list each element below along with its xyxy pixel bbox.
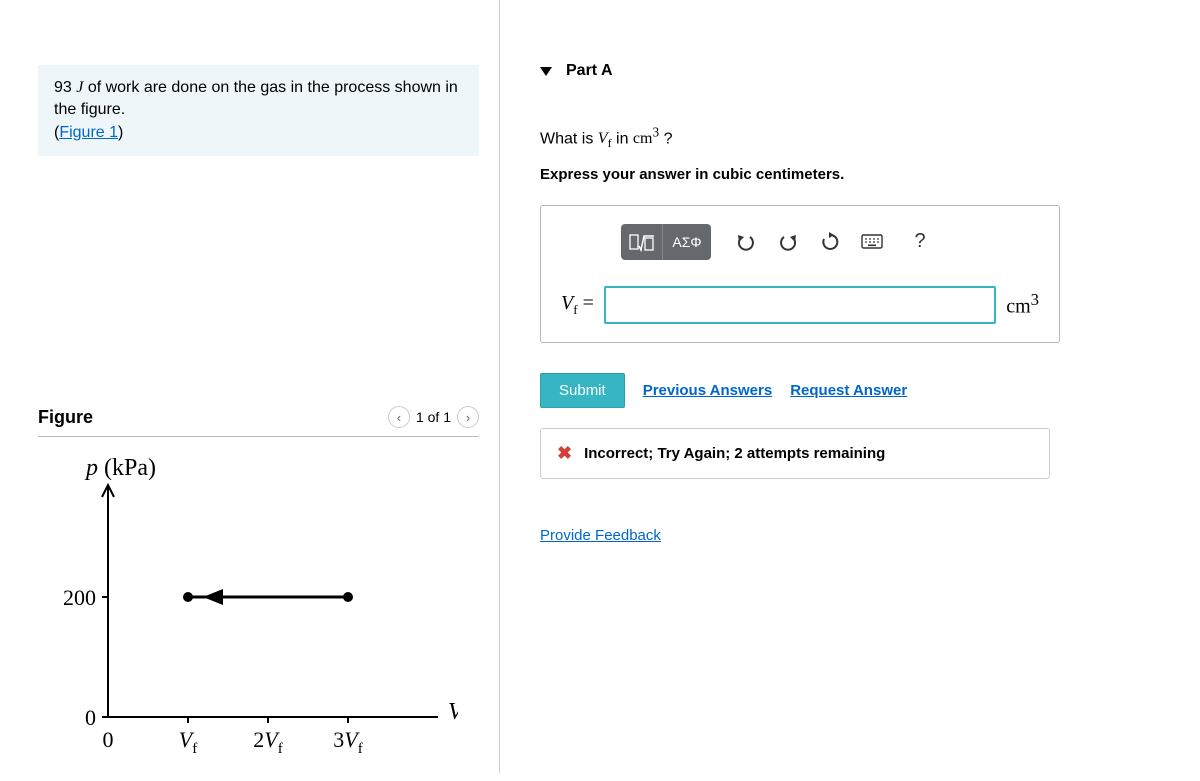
provide-feedback-row: Provide Feedback xyxy=(540,527,1180,544)
problem-statement: 93 J of work are done on the gas in the … xyxy=(38,65,479,156)
figure-plot: 0 200 p (kPa) 0 Vf 2Vf 3Vf V xyxy=(58,457,499,781)
q-unit: cm3 xyxy=(633,130,659,147)
q-var: Vf xyxy=(598,130,612,147)
part-title: Part A xyxy=(566,62,613,80)
answer-row: Vf = cm3 xyxy=(561,286,1039,324)
part-a-header[interactable]: Part A xyxy=(540,62,1180,80)
feedback-box: ✖ Incorrect; Try Again; 2 attempts remai… xyxy=(540,428,1050,479)
help-button[interactable]: ? xyxy=(903,225,937,259)
figure-heading: Figure xyxy=(38,407,93,428)
pager-next[interactable]: › xyxy=(457,406,479,428)
format-group: ΑΣΦ xyxy=(621,224,711,260)
pager-prev[interactable]: ‹ xyxy=(388,406,410,428)
svg-text:0: 0 xyxy=(103,727,114,752)
undo-icon xyxy=(736,233,756,251)
right-pane: Part A What is Vf in cm3 ? Express your … xyxy=(500,0,1200,773)
answer-unit: cm3 xyxy=(1006,290,1039,319)
sqrt-template-icon xyxy=(629,232,655,252)
energy-unit: J xyxy=(76,79,83,96)
svg-text:p (kPa): p (kPa) xyxy=(84,457,156,481)
eq-sign: = xyxy=(578,292,594,314)
svg-text:V: V xyxy=(448,699,458,725)
pager-text: 1 of 1 xyxy=(416,409,451,425)
energy-value: 93 xyxy=(54,79,72,96)
q-prefix: What is xyxy=(540,130,598,147)
redo-icon xyxy=(778,233,798,251)
svg-text:0: 0 xyxy=(85,705,96,730)
instruction: Express your answer in cubic centimeters… xyxy=(540,166,1180,183)
previous-answers-link[interactable]: Previous Answers xyxy=(643,382,773,399)
provide-feedback-link[interactable]: Provide Feedback xyxy=(540,527,661,544)
feedback-text: Incorrect; Try Again; 2 attempts remaini… xyxy=(584,445,885,462)
redo-button[interactable] xyxy=(771,225,805,259)
submit-button[interactable]: Submit xyxy=(540,373,625,408)
answer-toolbar: ΑΣΦ xyxy=(621,224,1039,260)
problem-text: of work are done on the gas in the proce… xyxy=(54,79,458,118)
keyboard-icon xyxy=(861,234,883,250)
svg-text:2Vf: 2Vf xyxy=(253,727,282,757)
q-qmark: ? xyxy=(659,130,672,147)
reset-button[interactable] xyxy=(813,225,847,259)
keyboard-button[interactable] xyxy=(855,225,889,259)
undo-button[interactable] xyxy=(729,225,763,259)
figure-link[interactable]: Figure 1 xyxy=(59,124,118,141)
svg-text:200: 200 xyxy=(63,585,96,610)
answer-input[interactable] xyxy=(604,286,996,324)
question-text: What is Vf in cm3 ? xyxy=(540,125,1180,152)
incorrect-icon: ✖ xyxy=(557,443,572,464)
left-pane: 93 J of work are done on the gas in the … xyxy=(0,0,500,773)
answer-panel: ΑΣΦ xyxy=(540,205,1060,343)
q-in: in xyxy=(612,130,633,147)
caret-down-icon xyxy=(540,67,552,76)
greek-button[interactable]: ΑΣΦ xyxy=(663,224,711,260)
figure-divider xyxy=(38,436,479,437)
figure-pager: ‹ 1 of 1 › xyxy=(388,406,479,428)
reset-icon xyxy=(820,232,840,252)
action-row: Submit Previous Answers Request Answer xyxy=(540,373,1180,408)
answer-lhs: Vf = xyxy=(561,292,594,318)
request-answer-link[interactable]: Request Answer xyxy=(790,382,907,399)
template-button[interactable] xyxy=(621,224,663,260)
svg-text:Vf: Vf xyxy=(179,727,197,757)
svg-text:3Vf: 3Vf xyxy=(333,727,362,757)
